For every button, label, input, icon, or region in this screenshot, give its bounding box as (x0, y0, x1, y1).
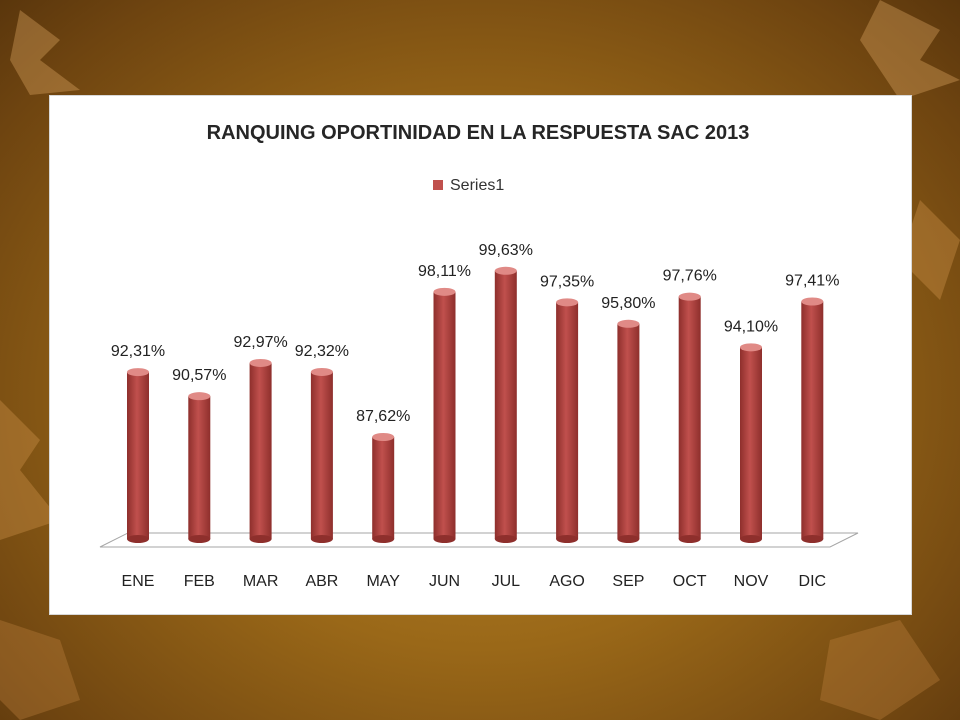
legend: Series1 (433, 177, 504, 194)
bar-dic (801, 297, 824, 543)
x-tick-nov: NOV (734, 573, 769, 590)
data-label-abr: 92,32% (295, 343, 349, 360)
data-label-oct: 97,76% (663, 268, 717, 285)
legend-label: Series1 (450, 177, 504, 194)
data-label-may: 87,62% (356, 408, 410, 425)
data-label-ago: 97,35% (540, 273, 594, 290)
legend-swatch (433, 180, 443, 190)
data-label-sep: 95,80% (601, 295, 655, 312)
x-tick-mar: MAR (243, 573, 279, 590)
bar-abr (310, 367, 333, 543)
x-tick-ago: AGO (549, 573, 585, 590)
data-label-jun: 98,11% (418, 263, 471, 280)
bar-ago (556, 298, 579, 543)
chart-card: RANQUING OPORTINIDAD EN LA RESPUESTA SAC… (50, 96, 911, 614)
bar-sep (617, 319, 640, 543)
bar-may (372, 433, 395, 543)
chart-floor (99, 532, 859, 548)
x-tick-ene: ENE (122, 573, 155, 590)
x-tick-sep: SEP (612, 573, 644, 590)
x-tick-jul: JUL (492, 573, 521, 590)
bar-jun (433, 287, 456, 543)
bars-group (127, 266, 824, 543)
x-tick-may: MAY (366, 573, 400, 590)
x-tick-labels-group: ENE FEB MAR ABR MAY JUN JUL AGO SEP OCT NOV DIC (122, 573, 827, 590)
bar-nov (740, 343, 762, 543)
x-tick-jun: JUN (429, 573, 460, 590)
x-tick-oct: OCT (673, 573, 707, 590)
chart-title: RANQUING OPORTINIDAD EN LA RESPUESTA SAC… (207, 122, 750, 144)
data-label-mar: 92,97% (233, 334, 287, 351)
bar-feb (188, 392, 211, 543)
x-tick-feb: FEB (184, 573, 215, 590)
x-tick-abr: ABR (305, 573, 338, 590)
x-tick-dic: DIC (799, 573, 827, 590)
data-label-jul: 99,63% (479, 242, 533, 259)
bar-mar (249, 358, 272, 543)
data-label-dic: 97,41% (785, 273, 839, 290)
bar-oct (678, 292, 701, 543)
bar-chart: RANQUING OPORTINIDAD EN LA RESPUESTA SAC… (99, 122, 859, 590)
data-labels-group: 92,31% 90,57% 92,97% 92,32% 87,62% 98,11% 99,6… (111, 242, 840, 425)
bar-jul (494, 266, 517, 543)
data-label-nov: 94,10% (724, 318, 778, 335)
data-label-feb: 90,57% (172, 367, 226, 384)
floor-plane (99, 532, 859, 548)
bar-ene (127, 368, 149, 543)
data-label-ene: 92,31% (111, 343, 165, 360)
